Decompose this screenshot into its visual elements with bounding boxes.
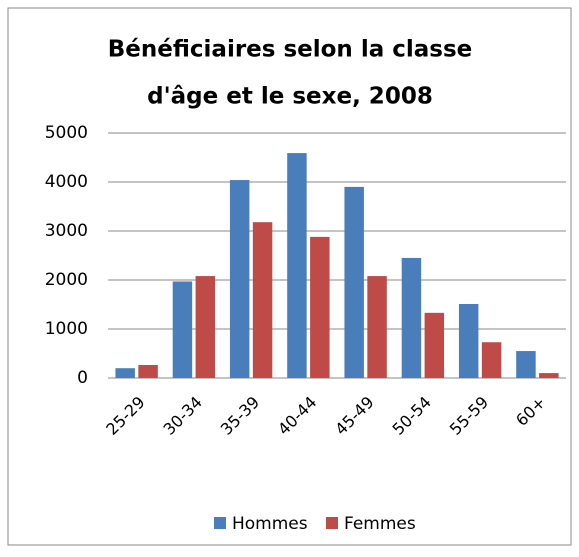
bar <box>344 186 364 378</box>
bar <box>401 257 422 378</box>
y-tick-label: 4000 <box>45 172 88 192</box>
bar <box>310 236 330 378</box>
bar <box>138 365 158 378</box>
y-tick-label: 0 <box>77 368 88 388</box>
bar <box>115 368 135 378</box>
legend-swatch <box>326 517 338 529</box>
bar <box>481 342 502 378</box>
bar <box>287 153 307 378</box>
bar <box>252 222 273 378</box>
y-tick-label: 1000 <box>45 319 88 339</box>
bar <box>516 351 536 378</box>
bar <box>424 312 445 378</box>
chart-title: Bénéficiaires selon la classe <box>108 37 473 63</box>
y-tick-label: 2000 <box>45 270 88 290</box>
legend-label: Hommes <box>232 514 308 534</box>
bar <box>229 180 250 378</box>
y-tick-label: 3000 <box>45 221 88 241</box>
bar <box>539 373 559 378</box>
legend-label: Femmes <box>344 514 416 534</box>
bar <box>458 304 479 378</box>
legend-swatch <box>214 517 226 529</box>
y-tick-label: 5000 <box>45 123 88 143</box>
bar <box>195 276 216 378</box>
chart-title: d'âge et le sexe, 2008 <box>147 84 433 110</box>
bar <box>367 276 387 378</box>
bar <box>172 281 193 378</box>
